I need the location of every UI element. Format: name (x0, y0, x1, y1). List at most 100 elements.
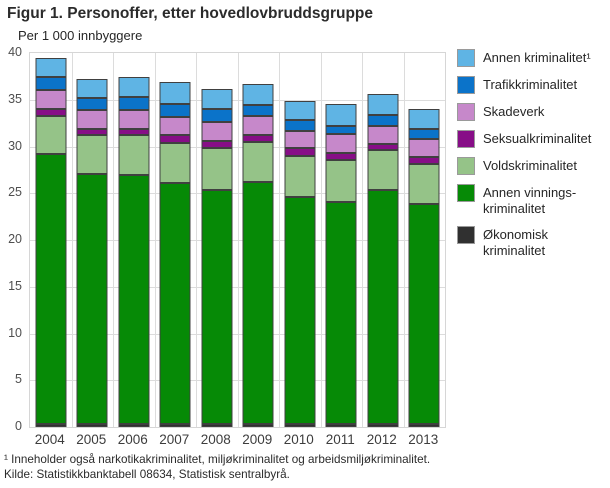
bar-segment (284, 155, 316, 197)
bar-segment (159, 135, 191, 143)
bar-segment (284, 100, 316, 121)
bar-segment (367, 94, 399, 115)
y-tick-label: 25 (8, 185, 22, 200)
bar-2009 (242, 53, 274, 427)
bar-segment (367, 150, 399, 191)
bar-segment (76, 424, 108, 427)
legend-swatch (457, 76, 475, 94)
y-tick-label: 15 (8, 278, 22, 293)
bar-segment (408, 109, 440, 129)
bar-segment (367, 125, 399, 144)
bar-column-2005 (72, 53, 114, 427)
bar-segment (159, 116, 191, 136)
legend: Annen kriminalitet¹ Trafikkriminalitet S… (457, 49, 609, 268)
bar-segment (35, 77, 67, 91)
legend-label: Trafikkriminalitet (483, 77, 578, 92)
bar-segment (284, 120, 316, 131)
bar-segment (201, 190, 233, 425)
bar-segment (284, 197, 316, 425)
bar-segment (159, 103, 191, 117)
x-tick-label: 2004 (34, 432, 65, 447)
bar-2005 (76, 53, 108, 427)
bar-segment (76, 79, 108, 98)
bar-segment (118, 128, 150, 136)
y-tick-label: 30 (8, 138, 22, 153)
gridline (279, 53, 280, 427)
footnote-1: ¹ Inneholder også narkotikakriminalitet,… (4, 453, 431, 466)
bar-segment (325, 424, 357, 427)
x-tick-label: 2006 (117, 432, 148, 447)
bar-segment (201, 109, 233, 123)
bar-2008 (201, 53, 233, 427)
bar-segment (118, 135, 150, 175)
gridline (320, 53, 322, 427)
plot-area (29, 52, 446, 428)
bar-segment (242, 115, 274, 136)
x-tick-label: 2007 (159, 432, 190, 447)
bar-segment (118, 174, 150, 425)
bar-2007 (159, 53, 191, 427)
bar-segment (242, 182, 274, 425)
bar-segment (408, 424, 440, 427)
bar-segment (35, 115, 67, 154)
bar-segment (325, 159, 357, 202)
bar-segment (159, 142, 191, 183)
legend-label: Voldskriminalitet (483, 158, 577, 173)
x-tick-label: 2011 (325, 432, 355, 447)
bar-segment (242, 83, 274, 106)
legend-swatch (457, 157, 475, 175)
bar-segment (284, 148, 316, 156)
legend-item-okonomisk-kriminalitet: Økonomisk kriminalitet (457, 226, 609, 259)
bar-segment (284, 130, 316, 149)
bar-segment (201, 122, 233, 141)
legend-item-seksualkriminalitet: Seksualkriminalitet (457, 130, 609, 148)
figure-title: Figur 1. Personoffer, etter hovedlovbrud… (7, 5, 374, 22)
y-tick-label: 20 (8, 232, 22, 246)
bar-2013 (408, 53, 440, 427)
bar-segment (35, 57, 67, 78)
legend-item-annen-kriminalitet: Annen kriminalitet¹ (457, 49, 609, 67)
bar-segment (242, 424, 274, 427)
bar-segment (367, 190, 399, 425)
y-axis: 0 5 10 15 20 25 30 35 40 (0, 45, 25, 433)
bar-column-2011 (321, 53, 363, 427)
x-tick-label: 2008 (200, 432, 231, 447)
bar-segment (35, 90, 67, 110)
y-axis-unit-label: Per 1 000 innbyggere (18, 28, 143, 43)
legend-swatch (457, 130, 475, 148)
bar-column-2013 (404, 53, 446, 427)
bar-segment (242, 105, 274, 116)
bar-segment (76, 97, 108, 111)
bar-segment (408, 156, 440, 165)
y-tick-label: 10 (8, 325, 22, 340)
bar-segment (367, 143, 399, 151)
gridline (362, 53, 363, 427)
bar-segment (242, 141, 274, 183)
legend-label: Økonomisk kriminalitet (483, 227, 549, 258)
bar-segment (408, 204, 440, 425)
bar-segment (367, 424, 399, 427)
legend-label: Annen vinnings- kriminalitet (483, 185, 577, 216)
bar-segment (35, 154, 67, 425)
bar-segment (76, 128, 108, 136)
bar-column-2010 (279, 53, 321, 427)
gridline (237, 53, 239, 427)
bar-segment (118, 96, 150, 111)
bar-segment (408, 164, 440, 205)
legend-item-voldskriminalitet: Voldskriminalitet (457, 157, 609, 175)
bar-2006 (118, 53, 150, 427)
bar-segment (118, 77, 150, 97)
bar-segment (325, 104, 357, 126)
legend-swatch (457, 226, 475, 244)
bar-segment (201, 148, 233, 191)
bar-2012 (367, 53, 399, 427)
bar-segment (76, 173, 108, 425)
bar-2011 (325, 53, 357, 427)
bar-segment (325, 125, 357, 135)
bar-segment (76, 110, 108, 129)
x-tick-label: 2012 (366, 432, 397, 447)
y-tick-label: 35 (8, 91, 22, 106)
bar-column-2007 (155, 53, 197, 427)
footnote-source: Kilde: Statistikkbanktabell 08634, Stati… (4, 467, 290, 481)
